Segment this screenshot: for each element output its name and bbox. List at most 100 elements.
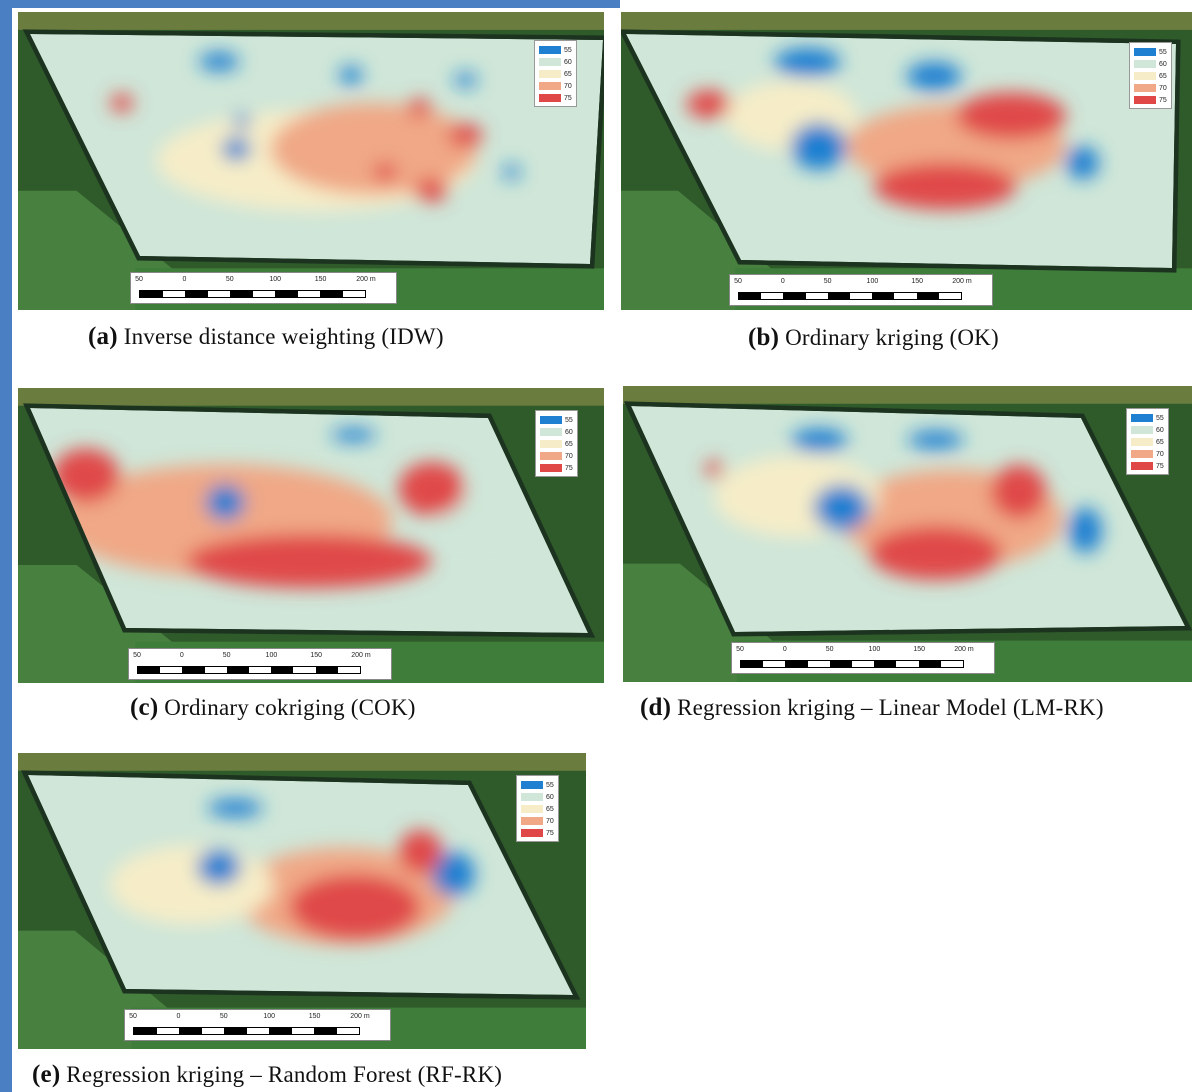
value-zone-high <box>373 162 397 182</box>
legend-row: 55 <box>521 779 554 791</box>
legend-row: 70 <box>521 815 554 827</box>
legend-swatch <box>540 452 562 460</box>
value-zone-low <box>199 52 240 71</box>
caption-a-letter: (a) <box>88 323 118 350</box>
legend: 55 60 65 70 75 <box>535 410 578 477</box>
scale-label: 200 m <box>952 278 972 285</box>
legend-swatch <box>540 416 562 424</box>
value-zone-low <box>906 62 962 91</box>
interpolated-field <box>626 34 1176 268</box>
map-svg-c <box>18 388 604 683</box>
value-zone-low <box>1068 507 1102 553</box>
map-svg-e <box>18 753 586 1049</box>
legend-label: 60 <box>1156 426 1164 434</box>
legend-swatch <box>539 58 561 66</box>
legend-label: 65 <box>1156 438 1164 446</box>
scale-label: 50 <box>129 1013 137 1020</box>
scale-label: 150 <box>308 1013 321 1020</box>
caption-b-text: Ordinary kriging (OK) <box>779 325 999 350</box>
scale-label: 0 <box>176 1013 181 1020</box>
legend-label: 55 <box>564 46 572 54</box>
caption-e: (e) Regression kriging – Random Forest (… <box>32 1061 502 1089</box>
scale-track <box>137 666 361 674</box>
interpolated-field <box>631 406 1185 632</box>
legend-label: 75 <box>565 464 573 472</box>
legend-swatch <box>539 70 561 78</box>
value-zone-mid_high <box>270 103 477 195</box>
legend-label: 60 <box>546 793 554 801</box>
scale-label: 200 m <box>954 646 974 653</box>
scale-label: 0 <box>780 278 785 285</box>
map-svg-a <box>18 12 604 310</box>
legend-row: 70 <box>540 450 573 462</box>
caption-d: (d) Regression kriging – Linear Model (L… <box>640 694 1104 722</box>
legend-label: 60 <box>565 428 573 436</box>
map-panel-lm-rk: 55 60 65 70 75 50 0 50 100 150 200 m <box>623 386 1192 682</box>
scale-track <box>139 290 366 298</box>
legend-swatch <box>539 94 561 102</box>
legend-swatch <box>521 781 543 789</box>
legend-swatch <box>1131 438 1153 446</box>
scale-label: 50 <box>219 1013 228 1020</box>
legend-label: 65 <box>1159 72 1167 80</box>
legend-label: 70 <box>564 82 572 90</box>
interpolated-field <box>28 775 573 995</box>
value-zone-high <box>413 178 449 202</box>
map-panel-idw: 55 60 65 70 75 50 0 50 100 150 200 m <box>18 12 604 310</box>
legend-row: 60 <box>521 791 554 803</box>
caption-c-text: Ordinary cokriging (COK) <box>158 695 416 720</box>
legend: 55 60 65 70 75 <box>516 775 559 842</box>
caption-c: (c) Ordinary cokriging (COK) <box>130 694 416 722</box>
value-zone-high <box>991 464 1047 519</box>
legend-swatch <box>1134 72 1156 80</box>
legend-label: 65 <box>546 805 554 813</box>
scale-label: 200 m <box>350 1013 370 1020</box>
legend-row: 65 <box>521 803 554 815</box>
scale-label: 100 <box>263 1013 276 1020</box>
scale-track <box>738 292 962 300</box>
legend-label: 70 <box>1159 84 1167 92</box>
caption-e-letter: (e) <box>32 1061 61 1088</box>
legend-row: 70 <box>539 80 572 92</box>
scale-label: 200 m <box>351 652 371 659</box>
value-zone-high <box>686 90 731 119</box>
value-zone-low <box>454 73 477 87</box>
value-zone-high <box>705 460 723 479</box>
caption-b: (b) Ordinary kriging (OK) <box>748 324 999 352</box>
map-panel-ok: 55 60 65 70 75 50 0 50 100 150 200 m <box>621 12 1192 310</box>
legend-row: 65 <box>1134 70 1167 82</box>
map-svg-b <box>621 12 1192 310</box>
value-zone-low <box>331 428 376 442</box>
legend-label: 55 <box>1159 48 1167 56</box>
caption-b-letter: (b) <box>748 324 780 351</box>
legend-label: 75 <box>546 829 554 837</box>
value-zone-low <box>205 484 245 521</box>
legend-label: 65 <box>564 70 572 78</box>
scale-label: 100 <box>265 652 278 659</box>
value-zone-high <box>289 874 421 940</box>
value-zone-low <box>774 48 841 77</box>
value-zone-high <box>873 162 1017 210</box>
scale-label: 100 <box>868 646 881 653</box>
caption-c-letter: (c) <box>130 694 159 721</box>
crop-field-top <box>18 388 604 406</box>
scale-track <box>740 660 964 668</box>
legend: 55 60 65 70 75 <box>1129 42 1172 109</box>
legend-row: 70 <box>1134 82 1167 94</box>
crop-field-top <box>623 386 1192 404</box>
legend: 55 60 65 70 75 <box>534 40 577 107</box>
scale-label: 50 <box>135 276 143 283</box>
scale-label: 50 <box>736 646 744 653</box>
scale-bar: 50 0 50 100 150 200 m <box>124 1009 391 1041</box>
scale-label: 50 <box>222 652 231 659</box>
value-zone-high <box>186 534 432 588</box>
value-zone-high <box>448 123 483 147</box>
value-zone-high <box>110 93 134 113</box>
scale-label: 150 <box>314 276 327 283</box>
crop-field-top <box>621 12 1192 30</box>
value-zone-high <box>408 98 432 117</box>
caption-d-letter: (d) <box>640 694 672 721</box>
legend-row: 55 <box>539 44 572 56</box>
value-zone-low <box>207 799 263 817</box>
value-zone-mid <box>109 845 274 925</box>
